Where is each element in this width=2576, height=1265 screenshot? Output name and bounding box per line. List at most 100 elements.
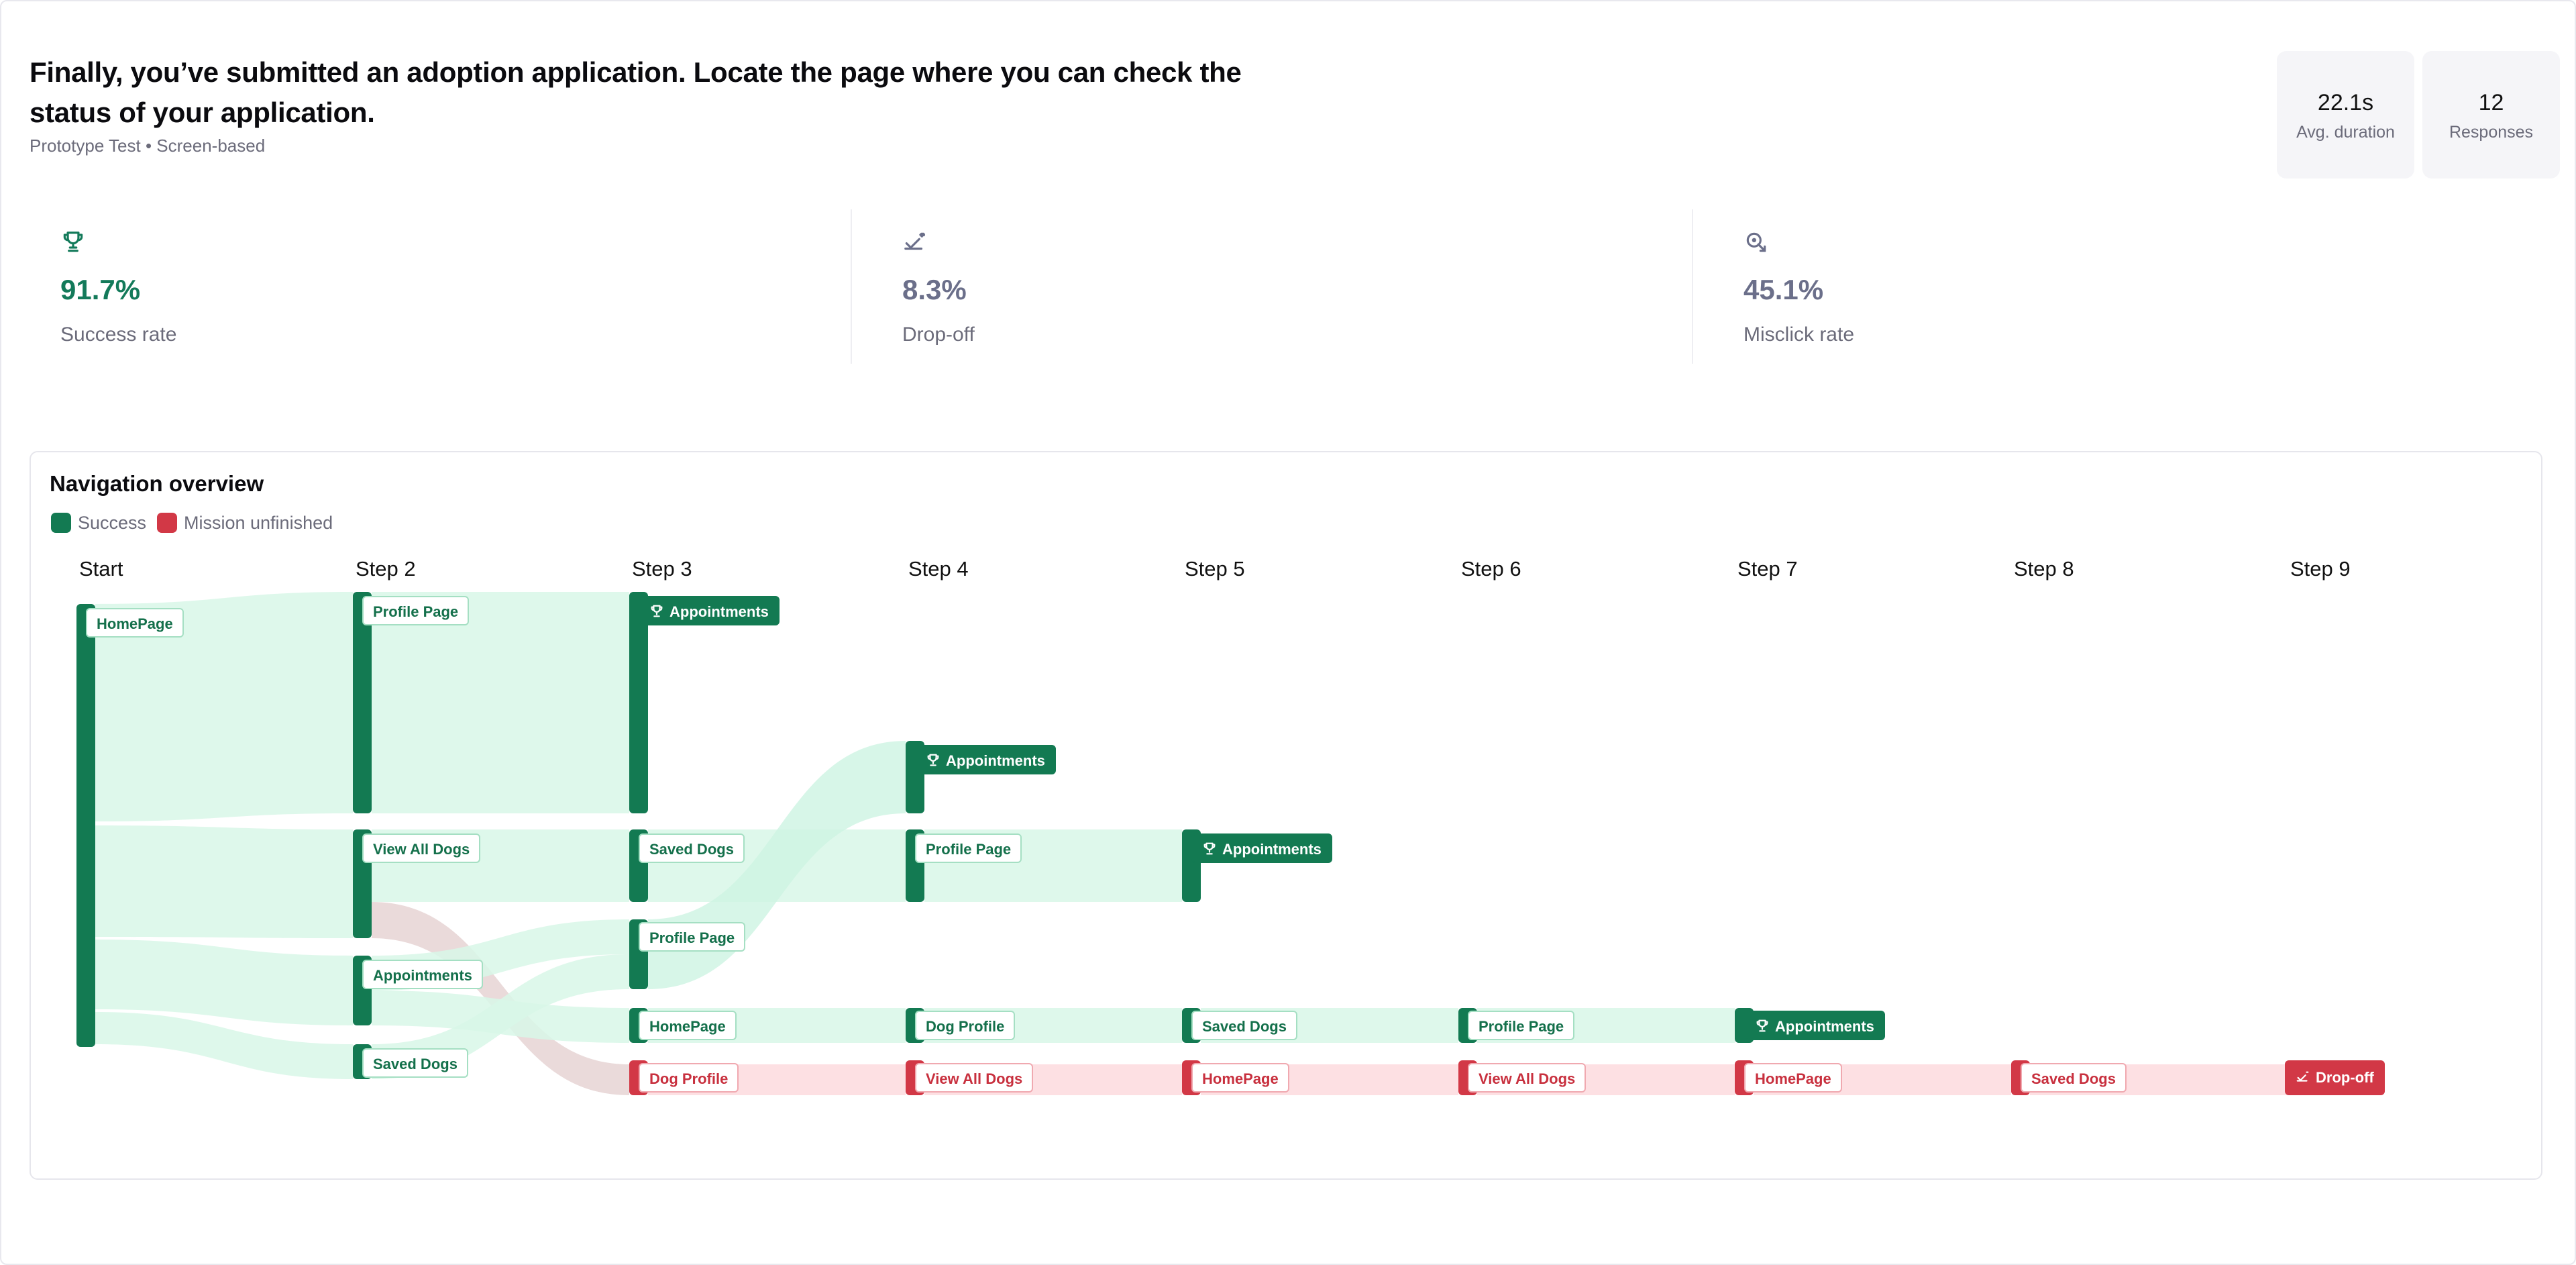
node-tag-label: Appointments (373, 967, 472, 984)
node-tag-label: HomePage (1202, 1070, 1279, 1087)
task-meta: Prototype Test • Screen-based (30, 136, 266, 156)
step-header: Step 8 (2014, 557, 2074, 580)
node-tag-homepage[interactable]: HomePage (1744, 1063, 1842, 1093)
metric-divider (851, 209, 852, 364)
node-tag-label: HomePage (649, 1018, 726, 1035)
node-tag-dog-profile[interactable]: Dog Profile (639, 1063, 739, 1093)
legend-mission-unfinished: Mission unfinished (157, 511, 333, 534)
metric-divider (1692, 209, 1693, 364)
flow-ribbon (95, 1012, 353, 1079)
node-tag-label: Profile Page (373, 603, 459, 620)
node-tag-view-all-dogs[interactable]: View All Dogs (915, 1063, 1034, 1093)
step-header: Step 6 (1461, 557, 1521, 580)
node-tag-dog-profile[interactable]: Dog Profile (915, 1011, 1016, 1040)
trophy-icon (927, 754, 939, 766)
node-tag-label: Dog Profile (649, 1070, 729, 1087)
success-rate-value: 91.7% (60, 274, 141, 305)
node-bar (629, 592, 648, 813)
node-tag-appointments-goal[interactable]: Appointments (1744, 1011, 1885, 1040)
node-tag-label: Profile Page (1479, 1018, 1564, 1035)
avg-duration-value: 22.1s (2317, 90, 2374, 115)
step-header: Step 9 (2290, 557, 2351, 580)
node-tag-label: Profile Page (926, 841, 1012, 858)
legend-success-swatch (51, 513, 71, 533)
trophy-icon (1756, 1019, 1768, 1032)
misclick-rate-label: Misclick rate (1743, 323, 1855, 346)
node-tag-homepage[interactable]: HomePage (86, 608, 184, 638)
misclick-rate-metric: 45.1% Misclick rate (1713, 221, 2545, 369)
navigation-overview-panel (30, 451, 2542, 1180)
node-tag-label: HomePage (1755, 1070, 1831, 1087)
node-tag-profile-page[interactable]: Profile Page (1468, 1011, 1575, 1040)
node-tag-appointments-goal[interactable]: Appointments (1191, 833, 1332, 863)
node-tag-label: Saved Dogs (1202, 1018, 1287, 1035)
flow-ribbon (372, 954, 629, 1079)
node-tag-label: HomePage (97, 615, 173, 632)
node-tag-label: Appointments (669, 603, 769, 620)
node-tag-appointments[interactable]: Appointments (362, 960, 483, 989)
legend-unfinished-swatch (157, 513, 177, 533)
node-tag-homepage[interactable]: HomePage (1191, 1063, 1289, 1093)
misclick-rate-value: 45.1% (1743, 274, 1824, 305)
trophy-icon (63, 232, 83, 252)
node-tag-label: View All Dogs (926, 1070, 1023, 1087)
drop-off-metric: 8.3% Drop-off (872, 221, 1704, 369)
legend-success-label: Success (78, 512, 147, 533)
success-rate-metric: 91.7% Success rate (30, 221, 862, 369)
node-tag-label: Drop-off (2316, 1069, 2374, 1086)
node-tag-label: Profile Page (649, 929, 735, 946)
flow-ribbon (372, 592, 629, 813)
node-tag-drop-off[interactable]: Drop-off (2285, 1060, 2385, 1095)
node-tag-label: View All Dogs (373, 841, 470, 858)
node-tag-profile-page[interactable]: Profile Page (915, 833, 1022, 863)
misclick-icon (1746, 232, 1766, 252)
step-header: Step 7 (1737, 557, 1798, 580)
drop-off-label: Drop-off (902, 323, 975, 346)
flow-ribbon (95, 940, 353, 1025)
step-header: Start (79, 557, 123, 580)
flow-ribbon (372, 902, 629, 1095)
step-header: Step 4 (908, 557, 969, 580)
node-tag-label: Saved Dogs (649, 841, 734, 858)
responses-label: Responses (2449, 123, 2534, 142)
node-tag-saved-dogs[interactable]: Saved Dogs (639, 833, 745, 863)
navigation-overview-title: Navigation overview (50, 471, 264, 496)
node-bar (353, 592, 372, 813)
drop-off-icon (904, 232, 926, 250)
node-tag-view-all-dogs[interactable]: View All Dogs (362, 833, 481, 863)
node-tag-view-all-dogs[interactable]: View All Dogs (1468, 1063, 1587, 1093)
node-tag-saved-dogs[interactable]: Saved Dogs (362, 1048, 468, 1078)
node-tag-appointments-goal[interactable]: Appointments (639, 596, 780, 625)
responses-card: 12 Responses (2422, 51, 2560, 179)
drop-off-icon (2296, 1071, 2309, 1082)
node-tag-label: Dog Profile (926, 1018, 1005, 1035)
node-tag-saved-dogs[interactable]: Saved Dogs (1191, 1011, 1297, 1040)
task-title: Finally, you’ve submitted an adoption ap… (30, 56, 1242, 128)
responses-value: 12 (2478, 90, 2504, 115)
step-header: Step 5 (1185, 557, 1245, 580)
avg-duration-label: Avg. duration (2296, 123, 2395, 142)
node-tag-label: Saved Dogs (373, 1056, 458, 1072)
node-tag-appointments-goal[interactable]: Appointments (915, 745, 1056, 774)
node-tag-label: Appointments (1775, 1018, 1874, 1035)
success-rate-label: Success rate (60, 323, 177, 346)
node-tag-label: View All Dogs (1479, 1070, 1576, 1087)
trophy-icon (1203, 842, 1216, 855)
avg-duration-card: 22.1s Avg. duration (2277, 51, 2414, 179)
drop-off-value: 8.3% (902, 274, 967, 305)
trophy-icon (651, 605, 663, 617)
node-tag-profile-page[interactable]: Profile Page (639, 922, 746, 952)
node-tag-label: Appointments (1222, 841, 1322, 858)
step-header: Step 2 (356, 557, 416, 580)
node-tag-label: Appointments (946, 752, 1045, 769)
node-tag-homepage[interactable]: HomePage (639, 1011, 737, 1040)
flow-ribbon (95, 592, 353, 821)
legend-success: Success (51, 511, 146, 534)
node-tag-profile-page[interactable]: Profile Page (362, 596, 470, 625)
step-header: Step 3 (632, 557, 692, 580)
flow-ribbon (95, 825, 353, 938)
node-tag-saved-dogs[interactable]: Saved Dogs (2021, 1063, 2127, 1093)
legend-unfinished-label: Mission unfinished (184, 512, 333, 533)
node-bar (76, 604, 95, 1047)
